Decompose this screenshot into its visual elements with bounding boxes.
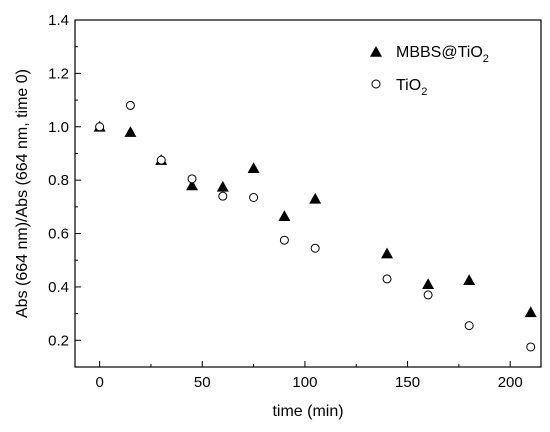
legend-marker-mbbs-tio2	[370, 46, 382, 57]
x-tick-label: 100	[292, 374, 317, 391]
x-tick-label: 0	[95, 374, 103, 391]
data-point-mbbs-tio2	[381, 247, 394, 259]
data-points	[93, 100, 537, 352]
data-point-mbbs-tio2	[216, 180, 229, 192]
data-point-tio2	[310, 243, 320, 253]
legend-label-tio2-subscript: 2	[421, 86, 427, 98]
legend-label-mbbs-tio2-subscript: 2	[483, 53, 489, 65]
y-tick-label: 1.2	[48, 65, 69, 82]
data-point-tio2	[423, 290, 433, 300]
data-point-tio2	[279, 235, 289, 245]
data-point-mbbs-tio2	[309, 192, 322, 204]
x-tick-label: 50	[194, 374, 211, 391]
data-point-tio2	[156, 155, 166, 165]
data-point-mbbs-tio2	[247, 162, 260, 173]
y-tick-label: 1.4	[48, 12, 69, 29]
data-point-tio2	[526, 342, 536, 352]
data-point-mbbs-tio2	[463, 274, 476, 286]
data-point-tio2	[382, 274, 392, 284]
plot-frame	[74, 19, 542, 368]
legend-marker-tio2	[371, 79, 381, 89]
data-point-tio2	[95, 122, 105, 132]
data-point-mbbs-tio2	[422, 278, 435, 290]
data-point-tio2	[125, 100, 135, 110]
data-point-mbbs-tio2	[524, 306, 537, 318]
legend-label-tio2: TiO2	[396, 77, 427, 98]
axis-ticks: 0 50 100 150 200 0.2 0.4 0.6 0.8 1.0 1.2 1.4	[48, 12, 523, 391]
legend-label-mbbs-tio2: MBBS@TiO2	[396, 44, 489, 65]
data-point-tio2	[464, 321, 474, 331]
y-tick-label: 0.8	[48, 172, 69, 189]
y-tick-label: 0.6	[48, 226, 69, 243]
y-tick-label: 0.4	[48, 279, 69, 296]
x-tick-label: 200	[498, 374, 523, 391]
x-tick-label: 150	[395, 374, 420, 391]
y-tick-label: 1.0	[48, 119, 69, 136]
data-point-tio2	[249, 193, 259, 203]
x-axis-title: time (min)	[272, 403, 343, 420]
legend: MBBS@TiO2 TiO2	[370, 44, 489, 98]
data-point-tio2	[187, 174, 197, 184]
y-axis-title: Abs (664 nm)/Abs (664 nm, time 0)	[14, 69, 31, 318]
data-point-mbbs-tio2	[186, 179, 199, 191]
data-point-mbbs-tio2	[124, 126, 137, 137]
data-point-mbbs-tio2	[278, 210, 291, 221]
data-point-tio2	[218, 191, 228, 201]
y-tick-label: 0.2	[48, 332, 69, 349]
